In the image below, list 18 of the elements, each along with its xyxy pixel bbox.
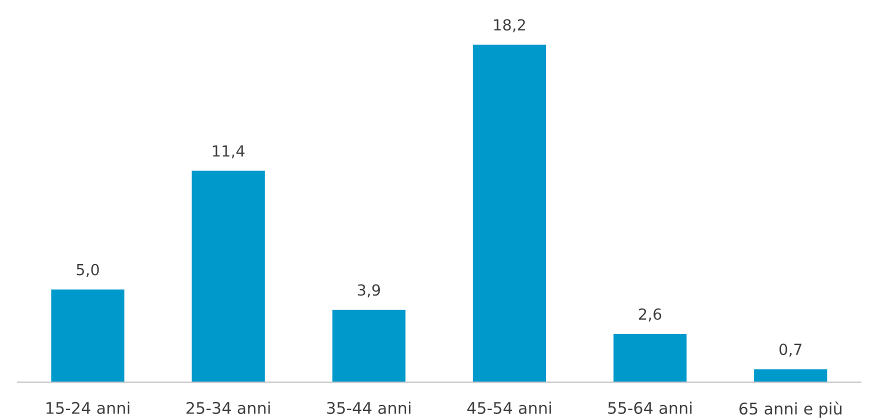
bar xyxy=(51,289,124,382)
bar xyxy=(332,310,406,382)
bar xyxy=(754,369,828,382)
data-label: 18,2 xyxy=(494,19,525,32)
data-label: 0,7 xyxy=(779,344,802,357)
bar xyxy=(613,334,687,382)
x-tick-label: 25-34 anni xyxy=(186,402,270,414)
data-label: 5,0 xyxy=(76,264,99,277)
bar xyxy=(472,44,546,382)
data-label: 3,9 xyxy=(358,284,380,298)
x-tick-label: 45-54 anni xyxy=(467,402,551,414)
x-tick-label: 65 anni e più xyxy=(739,402,842,418)
data-label: 11,4 xyxy=(213,145,244,158)
bar xyxy=(192,170,265,382)
x-tick-label: 15-24 anni xyxy=(46,402,130,414)
x-tick-label: 55-64 anni xyxy=(608,402,692,414)
x-tick-label: 35-44 anni xyxy=(327,402,410,414)
data-label: 2,6 xyxy=(639,308,662,322)
